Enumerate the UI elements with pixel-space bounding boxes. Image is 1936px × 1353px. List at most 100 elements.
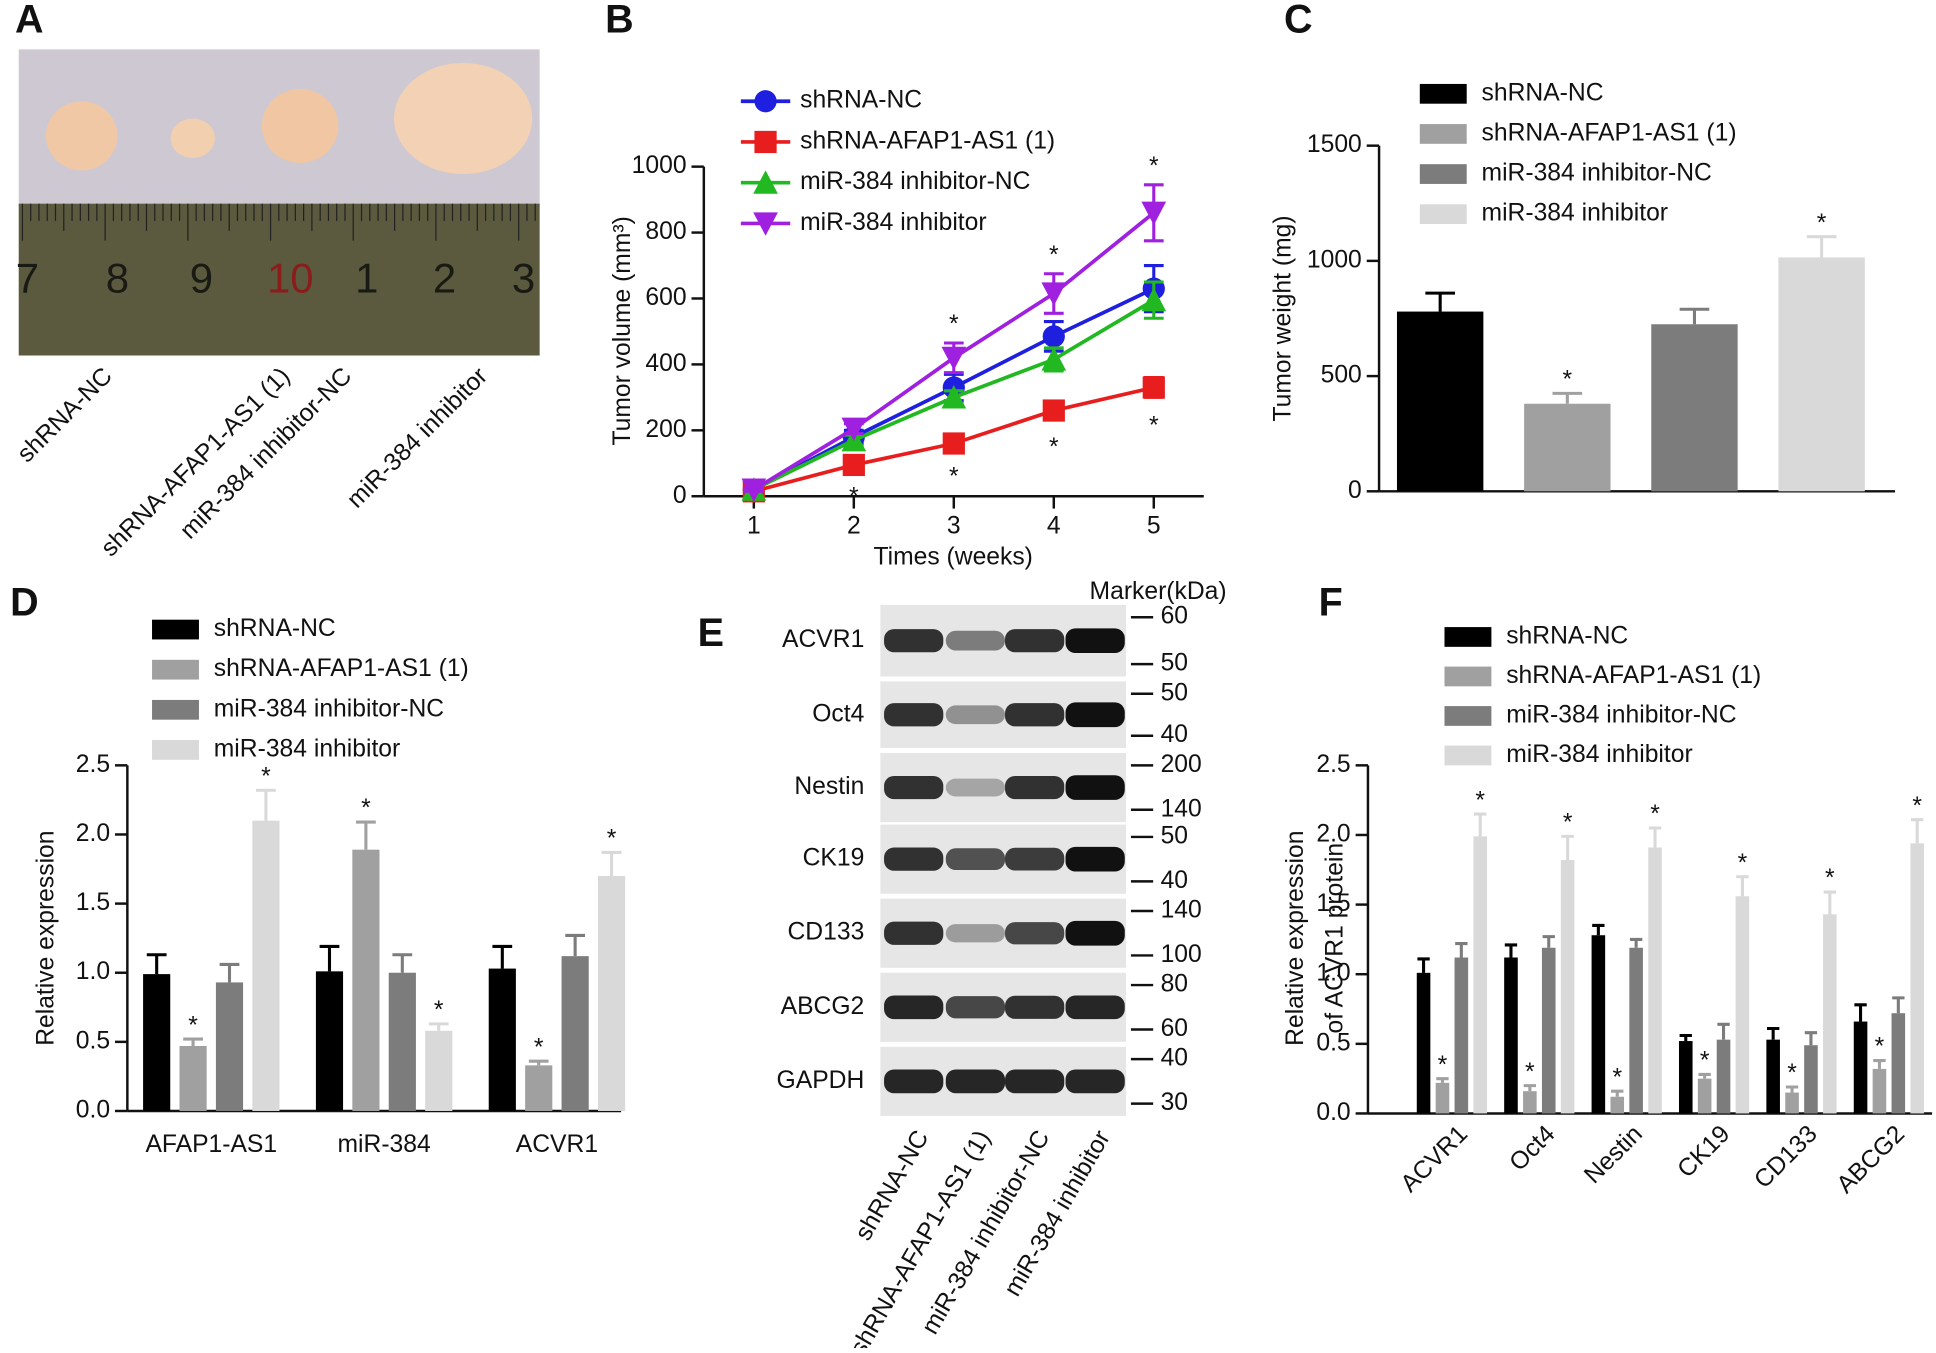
marker-label: 40 (1161, 867, 1188, 894)
y-tick-label: 2.0 (1316, 820, 1350, 847)
point (841, 417, 867, 442)
legend-label: shRNA-NC (800, 87, 922, 114)
marker-label: 60 (1161, 603, 1188, 630)
band (884, 921, 944, 945)
bar (1910, 843, 1925, 1114)
bar (352, 849, 380, 1111)
bar (1891, 1013, 1906, 1114)
legend-swatch (1419, 204, 1467, 225)
error-bar (1736, 875, 1749, 897)
y-tick-label: 1.0 (1316, 960, 1350, 987)
x-axis-label: Times (weeks) (873, 543, 1032, 570)
legend-swatch (1444, 706, 1492, 726)
significance: * (1817, 210, 1827, 237)
legend-label: shRNA-AFAP1-AS1 (1) (800, 127, 1055, 154)
error-bar (1823, 890, 1836, 915)
error-bar (183, 1037, 203, 1047)
significance: * (1149, 413, 1159, 440)
error-bar (1854, 1003, 1867, 1022)
significance: * (261, 763, 271, 790)
significance: * (361, 795, 371, 822)
legend-label: shRNA-AFAP1-AS1 (1) (1506, 662, 1761, 689)
legend-label: miR-384 inhibitor (800, 209, 987, 236)
bar (1591, 935, 1606, 1114)
error-bar (565, 933, 586, 957)
point (1141, 201, 1167, 226)
y-tick-label: 2.5 (76, 751, 110, 778)
y-tick-label: 1000 (1307, 246, 1362, 273)
error-bar (146, 953, 167, 975)
bar (561, 956, 589, 1111)
error-bar (1873, 1059, 1886, 1069)
significance: * (1563, 367, 1573, 394)
significance: * (849, 483, 859, 510)
tumor (45, 101, 118, 171)
y-tick-label: 800 (645, 218, 686, 245)
error-bar (1552, 391, 1583, 404)
significance: * (1738, 850, 1748, 877)
protein-label: ACVR1 (782, 626, 864, 653)
band (945, 848, 1006, 871)
y-tick-label: 1500 (1307, 131, 1362, 158)
protein-label: CK19 (803, 845, 865, 872)
band (1005, 703, 1065, 727)
x-tick-label: 2 (847, 513, 861, 540)
band (1065, 628, 1125, 654)
band (1065, 1069, 1125, 1094)
y-tick-label: 1.5 (76, 889, 110, 916)
error-bar (1698, 1072, 1711, 1079)
panel-label: E (698, 611, 724, 655)
error-bar (1436, 1077, 1449, 1083)
error-bar (1892, 996, 1905, 1014)
error-bar (1629, 937, 1643, 948)
ruler-number: 9 (190, 255, 213, 302)
bar (1823, 914, 1837, 1114)
band (945, 924, 1006, 943)
y-tick-label: 500 (1321, 362, 1362, 389)
bar (425, 1030, 453, 1111)
x-tick-label: AFAP1-AS1 (145, 1131, 277, 1158)
error-bar (1717, 1022, 1730, 1040)
bar (1523, 1091, 1537, 1114)
protein-label: Nestin (794, 773, 864, 800)
legend-label: miR-384 inhibitor-NC (1482, 160, 1712, 187)
ruler-number: 8 (106, 255, 129, 302)
x-tick-label: miR-384 (337, 1131, 430, 1158)
point (1142, 376, 1165, 399)
band (945, 778, 1006, 797)
point (942, 432, 965, 455)
y-tick-label: 0.0 (1316, 1099, 1350, 1126)
legend-label: miR-384 inhibitor (214, 735, 400, 762)
significance: * (1650, 801, 1660, 828)
bar (315, 971, 344, 1111)
protein-label: ABCG2 (781, 993, 865, 1020)
bar (525, 1065, 553, 1111)
legend-label: miR-384 inhibitor-NC (214, 695, 444, 722)
sample-label: shRNA-NC (12, 363, 117, 468)
error-bar (428, 1022, 449, 1031)
significance: * (1563, 810, 1573, 837)
panel-label: D (10, 580, 39, 624)
significance: * (1049, 242, 1059, 269)
legend-label: miR-384 inhibitor (1482, 200, 1668, 227)
y-tick-label: 1.0 (76, 958, 110, 985)
point (842, 453, 865, 477)
error-bar (601, 850, 622, 876)
y-tick-label: 2.0 (76, 820, 110, 847)
error-bar (356, 820, 376, 850)
error-bar (392, 953, 413, 973)
significance: * (1612, 1064, 1622, 1091)
legend-swatch (1419, 164, 1467, 184)
significance: * (1049, 434, 1059, 461)
bar (1473, 836, 1488, 1114)
x-tick-label: CD133 (1749, 1120, 1822, 1193)
error-bar (1679, 1033, 1692, 1042)
y-axis-label: Relative expression (33, 831, 60, 1046)
significance: * (949, 311, 959, 338)
bar (1735, 896, 1750, 1114)
band (1005, 775, 1065, 800)
bar (1435, 1082, 1450, 1114)
error-bar (492, 944, 513, 969)
band (1065, 846, 1125, 872)
